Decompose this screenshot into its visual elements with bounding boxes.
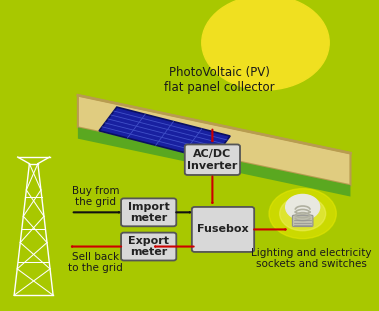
Circle shape <box>286 194 319 220</box>
Polygon shape <box>78 127 351 197</box>
Polygon shape <box>99 107 230 160</box>
FancyBboxPatch shape <box>121 233 176 261</box>
Text: Buy from
the grid: Buy from the grid <box>72 186 119 207</box>
FancyBboxPatch shape <box>121 198 176 226</box>
Text: PhotoVoltaic (PV)
flat panel collector: PhotoVoltaic (PV) flat panel collector <box>164 66 275 94</box>
Polygon shape <box>78 95 351 185</box>
FancyBboxPatch shape <box>192 207 254 252</box>
Text: Fusebox: Fusebox <box>197 225 249 234</box>
Circle shape <box>280 197 326 231</box>
Text: Export
meter: Export meter <box>128 236 169 257</box>
FancyBboxPatch shape <box>293 215 313 226</box>
Circle shape <box>202 0 329 90</box>
Text: Sell back
to the grid: Sell back to the grid <box>68 252 123 273</box>
Text: Lighting and electricity
sockets and switches: Lighting and electricity sockets and swi… <box>251 248 372 269</box>
FancyBboxPatch shape <box>185 144 240 175</box>
Text: AC/DC
Inverter: AC/DC Inverter <box>187 149 238 170</box>
Circle shape <box>269 189 336 239</box>
Text: Import
meter: Import meter <box>128 202 169 223</box>
